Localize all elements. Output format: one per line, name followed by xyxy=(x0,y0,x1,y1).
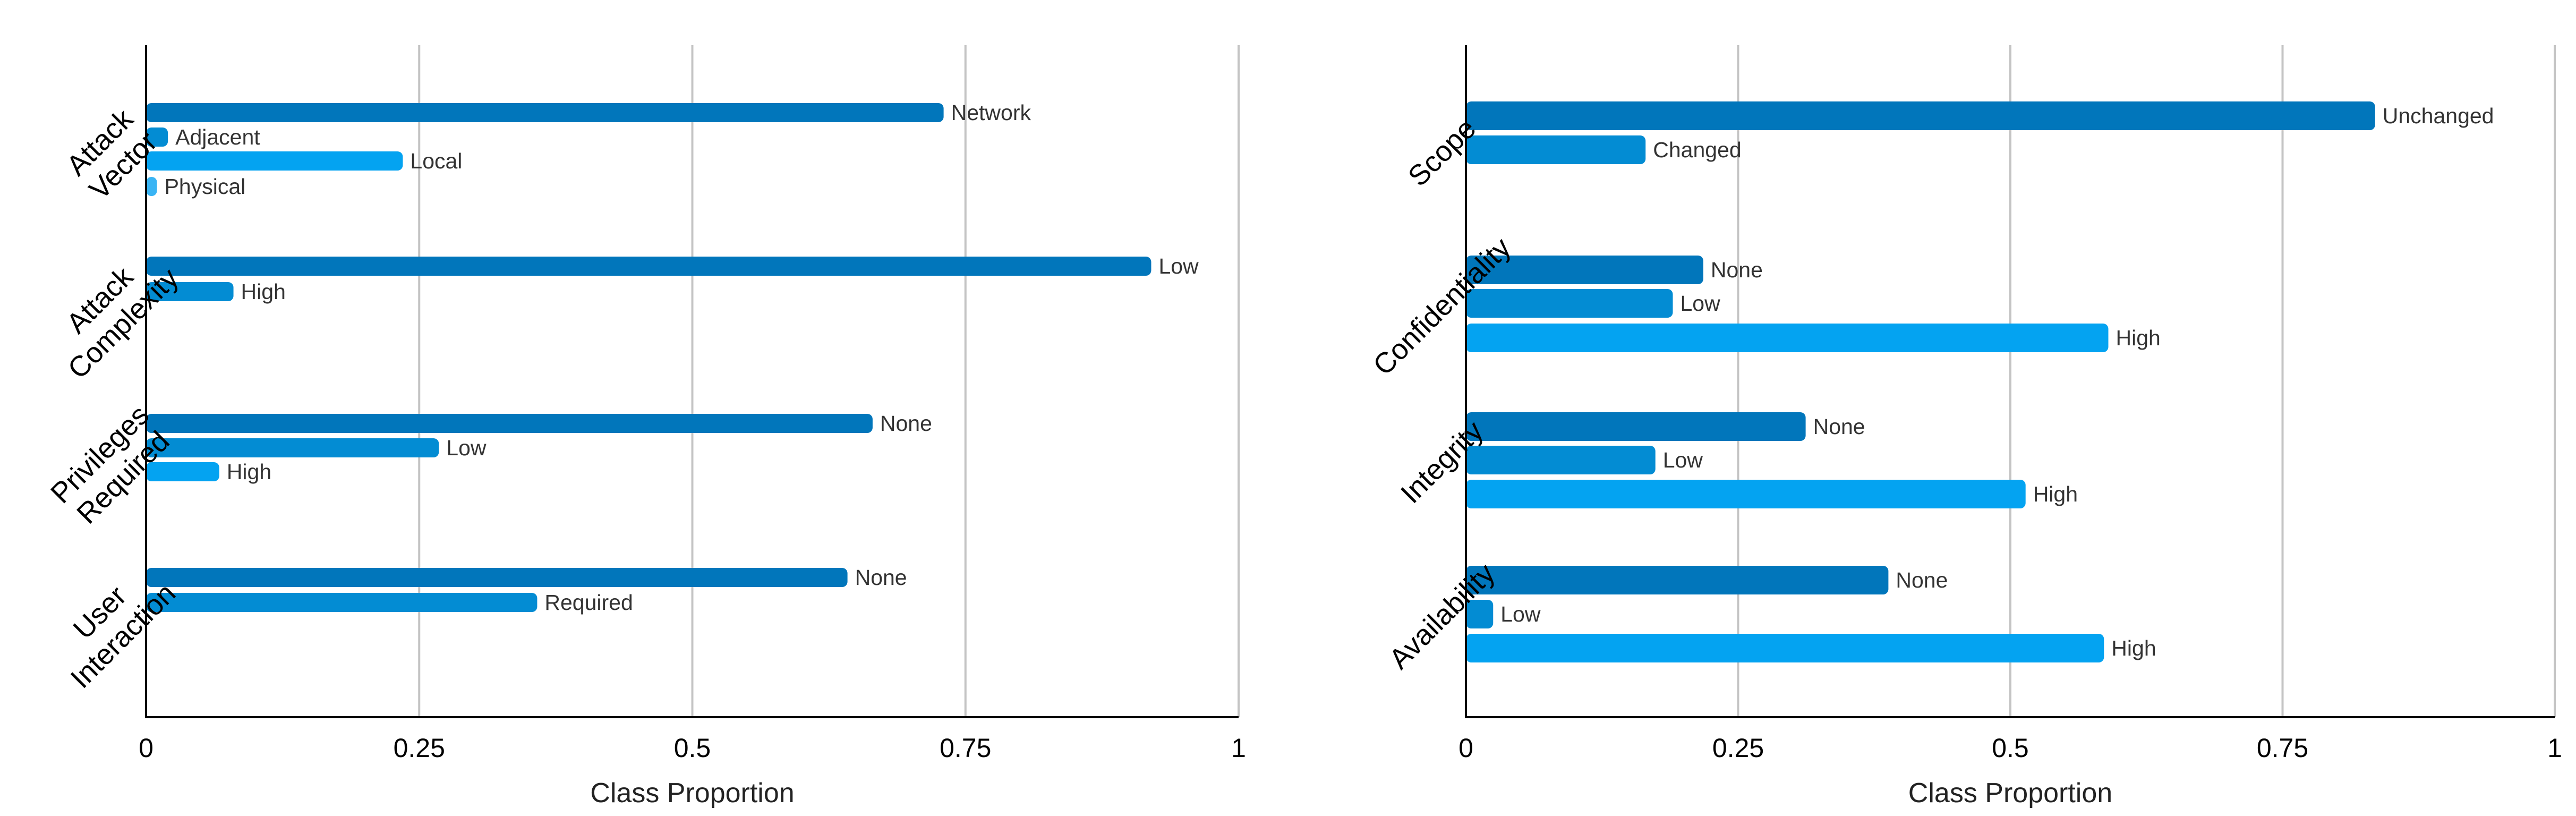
bar-data-label: None xyxy=(880,411,932,436)
bar-data-label: Unchanged xyxy=(2383,104,2494,128)
x-axis-title: Class Proportion xyxy=(590,778,794,809)
bar-data-label: High xyxy=(2111,636,2156,660)
x-tick-label: 0 xyxy=(139,733,153,763)
bar xyxy=(1466,289,1673,318)
bar-data-label: None xyxy=(1813,414,1865,439)
bar-data-label: High xyxy=(241,279,286,304)
bar xyxy=(146,593,538,612)
bar xyxy=(146,128,168,147)
bar-data-label: Changed xyxy=(1653,138,1741,162)
bar xyxy=(146,151,403,171)
bar xyxy=(1466,256,1703,284)
bar xyxy=(1466,324,2109,352)
bar xyxy=(1466,634,2104,662)
bar-data-label: Physical xyxy=(165,174,246,199)
bar-data-label: None xyxy=(1896,568,1948,592)
x-tick-label: 1 xyxy=(1231,733,1246,763)
bar xyxy=(1466,566,1889,594)
bar-data-label: None xyxy=(855,565,907,590)
x-tick-label: 0.75 xyxy=(940,733,991,763)
bar xyxy=(1466,412,1806,441)
x-tick-label: 1 xyxy=(2547,733,2562,763)
bar-data-label: Low xyxy=(1663,448,1703,472)
bar-data-label: High xyxy=(227,460,271,484)
bar xyxy=(146,103,944,122)
bar xyxy=(146,438,439,457)
x-axis-title: Class Proportion xyxy=(1908,778,2112,809)
bar xyxy=(1466,101,2375,130)
x-tick-label: 0 xyxy=(1458,733,1473,763)
bar-data-label: Adjacent xyxy=(175,125,260,149)
bar-data-label: Low xyxy=(1158,254,1199,278)
right-chart-panel: UnchangedChangedScopeNoneLowHighConfiden… xyxy=(1367,45,2562,809)
bar-data-label: Low xyxy=(1500,602,1541,626)
bar xyxy=(146,462,219,481)
bar xyxy=(146,282,234,301)
bar-data-label: Low xyxy=(1681,291,1721,316)
bar xyxy=(146,257,1151,276)
bar xyxy=(1466,600,1494,628)
x-tick-label: 0.75 xyxy=(2257,733,2308,763)
x-tick-label: 0.25 xyxy=(1712,733,1764,763)
bar-data-label: Required xyxy=(544,590,633,615)
bar-data-label: Local xyxy=(410,149,462,173)
bar-data-label: None xyxy=(1711,258,1763,282)
bar-data-label: High xyxy=(2033,482,2078,506)
x-tick-label: 0.25 xyxy=(394,733,445,763)
bar xyxy=(146,177,157,196)
bar xyxy=(1466,446,1656,474)
bar xyxy=(1466,135,1646,164)
bar-data-label: High xyxy=(2116,326,2161,350)
x-tick-label: 0.5 xyxy=(674,733,711,763)
x-tick-label: 0.5 xyxy=(1992,733,2029,763)
left-chart-panel: NetworkAdjacentLocalPhysicalAttackVector… xyxy=(45,45,1246,809)
bar-data-label: Low xyxy=(446,436,487,460)
bar xyxy=(1466,480,2026,508)
bar xyxy=(146,414,873,433)
bar xyxy=(146,568,848,587)
bar-data-label: Network xyxy=(951,100,1031,125)
